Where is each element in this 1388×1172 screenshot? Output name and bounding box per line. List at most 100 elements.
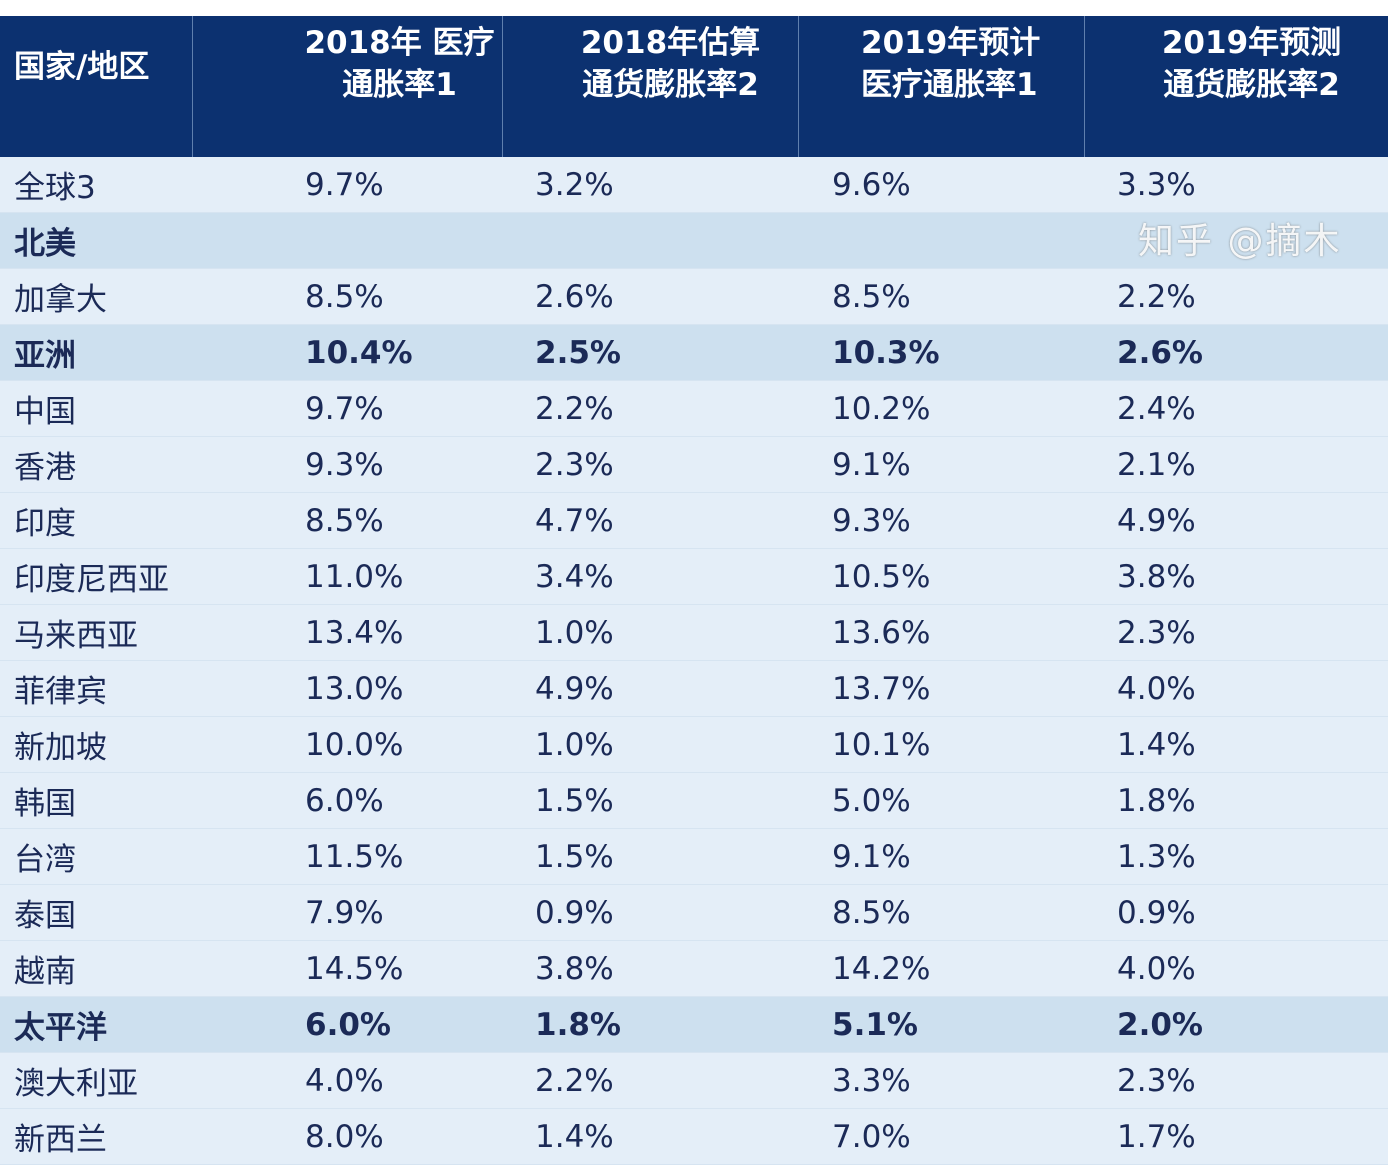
value-cell: 10.1% [832,726,931,763]
value-cell: 3.3% [832,1062,911,1099]
value-cell: 11.5% [305,838,404,875]
header-2019-medical: 2019年预计 医疗通胀率1 [799,16,1085,157]
value-cell: 11.0% [305,558,404,595]
value-cell: 9.7% [305,390,384,427]
header-label: 2018年估算 通货膨胀率2 [580,25,761,103]
table-row: 香港 9.3% 2.3% 9.1% 2.1% [0,437,1388,493]
value-cell: 1.0% [535,726,614,763]
value-cell: 1.8% [535,1006,621,1043]
value-cell: 5.0% [832,782,911,819]
country-cell: 加拿大 [14,282,107,318]
value-cell: 4.0% [305,1062,384,1099]
value-cell: 2.6% [1117,334,1203,371]
table-row: 印度尼西亚 11.0% 3.4% 10.5% 3.8% [0,549,1388,605]
country-cell: 香港 [14,450,76,486]
value-cell: 4.7% [535,502,614,539]
country-cell: 印度尼西亚 [14,562,169,598]
value-cell: 1.7% [1117,1118,1196,1155]
value-cell: 10.2% [832,390,931,427]
country-cell: 亚洲 [14,338,76,374]
value-cell: 8.5% [305,278,384,315]
value-cell: 1.8% [1117,782,1196,819]
value-cell: 2.2% [535,1062,614,1099]
value-cell: 9.3% [305,446,384,483]
watermark: 知乎 @摘木 [1138,221,1342,262]
value-cell: 0.9% [535,894,614,931]
header-2018-inflation: 2018年估算 通货膨胀率2 [503,16,799,157]
table-row: 新西兰 8.0% 1.4% 7.0% 1.7% [0,1109,1388,1165]
value-cell: 9.7% [305,166,384,203]
value-cell: 4.0% [1117,670,1196,707]
country-cell: 印度 [14,506,76,542]
header-label: 2019年预测 通货膨胀率2 [1161,25,1342,103]
value-cell: 8.5% [305,502,384,539]
country-cell: 太平洋 [14,1010,107,1046]
value-cell: 1.5% [535,782,614,819]
value-cell: 2.3% [1117,614,1196,651]
country-cell: 台湾 [14,842,76,878]
value-cell: 1.0% [535,614,614,651]
table-row: 菲律宾 13.0% 4.9% 13.7% 4.0% [0,661,1388,717]
value-cell: 10.5% [832,558,931,595]
value-cell: 3.2% [535,166,614,203]
country-cell: 全球3 [14,170,96,206]
value-cell: 4.9% [1117,502,1196,539]
value-cell: 8.5% [832,894,911,931]
header-label: 2018年 医疗通胀率1 [304,25,495,103]
value-cell: 5.1% [832,1006,918,1043]
table-row: 全球3 9.7% 3.2% 9.6% 3.3% [0,157,1388,213]
table-row: 泰国 7.9% 0.9% 8.5% 0.9% [0,885,1388,941]
value-cell: 7.9% [305,894,384,931]
value-cell: 10.0% [305,726,404,763]
value-cell: 8.5% [832,278,911,315]
country-cell: 新西兰 [14,1122,107,1158]
value-cell: 13.6% [832,614,931,651]
value-cell: 2.0% [1117,1006,1203,1043]
table-header: 国家/地区 2018年 医疗通胀率1 2018年估算 通货膨胀率2 2019年预… [0,16,1388,157]
value-cell: 4.9% [535,670,614,707]
country-cell: 韩国 [14,786,76,822]
value-cell: 9.6% [832,166,911,203]
value-cell: 7.0% [832,1118,911,1155]
value-cell: 10.3% [832,334,940,371]
header-2019-inflation: 2019年预测 通货膨胀率2 [1085,16,1388,157]
country-cell: 北美 [14,226,76,262]
country-cell: 澳大利亚 [14,1066,138,1102]
header-label: 2019年预计 医疗通胀率1 [861,25,1041,103]
value-cell: 1.4% [535,1118,614,1155]
country-cell: 越南 [14,954,76,990]
value-cell: 1.3% [1117,838,1196,875]
value-cell: 14.2% [832,950,931,987]
country-cell: 菲律宾 [14,674,107,710]
header-label: 国家/地区 [14,49,150,85]
value-cell: 2.3% [535,446,614,483]
value-cell: 4.0% [1117,950,1196,987]
value-cell: 2.2% [535,390,614,427]
table-row: 加拿大 8.5% 2.6% 8.5% 2.2% [0,269,1388,325]
value-cell: 3.3% [1117,166,1196,203]
value-cell: 8.0% [305,1118,384,1155]
country-cell: 泰国 [14,898,76,934]
region-row: 亚洲 10.4% 2.5% 10.3% 2.6% [0,325,1388,381]
value-cell: 9.3% [832,502,911,539]
region-row: 北美 [0,213,1388,269]
table-row: 马来西亚 13.4% 1.0% 13.6% 2.3% [0,605,1388,661]
value-cell: 13.7% [832,670,931,707]
value-cell: 2.3% [1117,1062,1196,1099]
value-cell: 14.5% [305,950,404,987]
value-cell: 2.5% [535,334,621,371]
table-row: 澳大利亚 4.0% 2.2% 3.3% 2.3% [0,1053,1388,1109]
header-2018-medical: 2018年 医疗通胀率1 [193,16,503,157]
value-cell: 0.9% [1117,894,1196,931]
country-cell: 中国 [14,394,76,430]
value-cell: 3.4% [535,558,614,595]
value-cell: 2.4% [1117,390,1196,427]
value-cell: 3.8% [535,950,614,987]
value-cell: 2.1% [1117,446,1196,483]
value-cell: 2.2% [1117,278,1196,315]
value-cell: 6.0% [305,782,384,819]
country-cell: 新加坡 [14,730,107,766]
value-cell: 13.0% [305,670,404,707]
header-country: 国家/地区 [0,16,193,157]
value-cell: 9.1% [832,838,911,875]
